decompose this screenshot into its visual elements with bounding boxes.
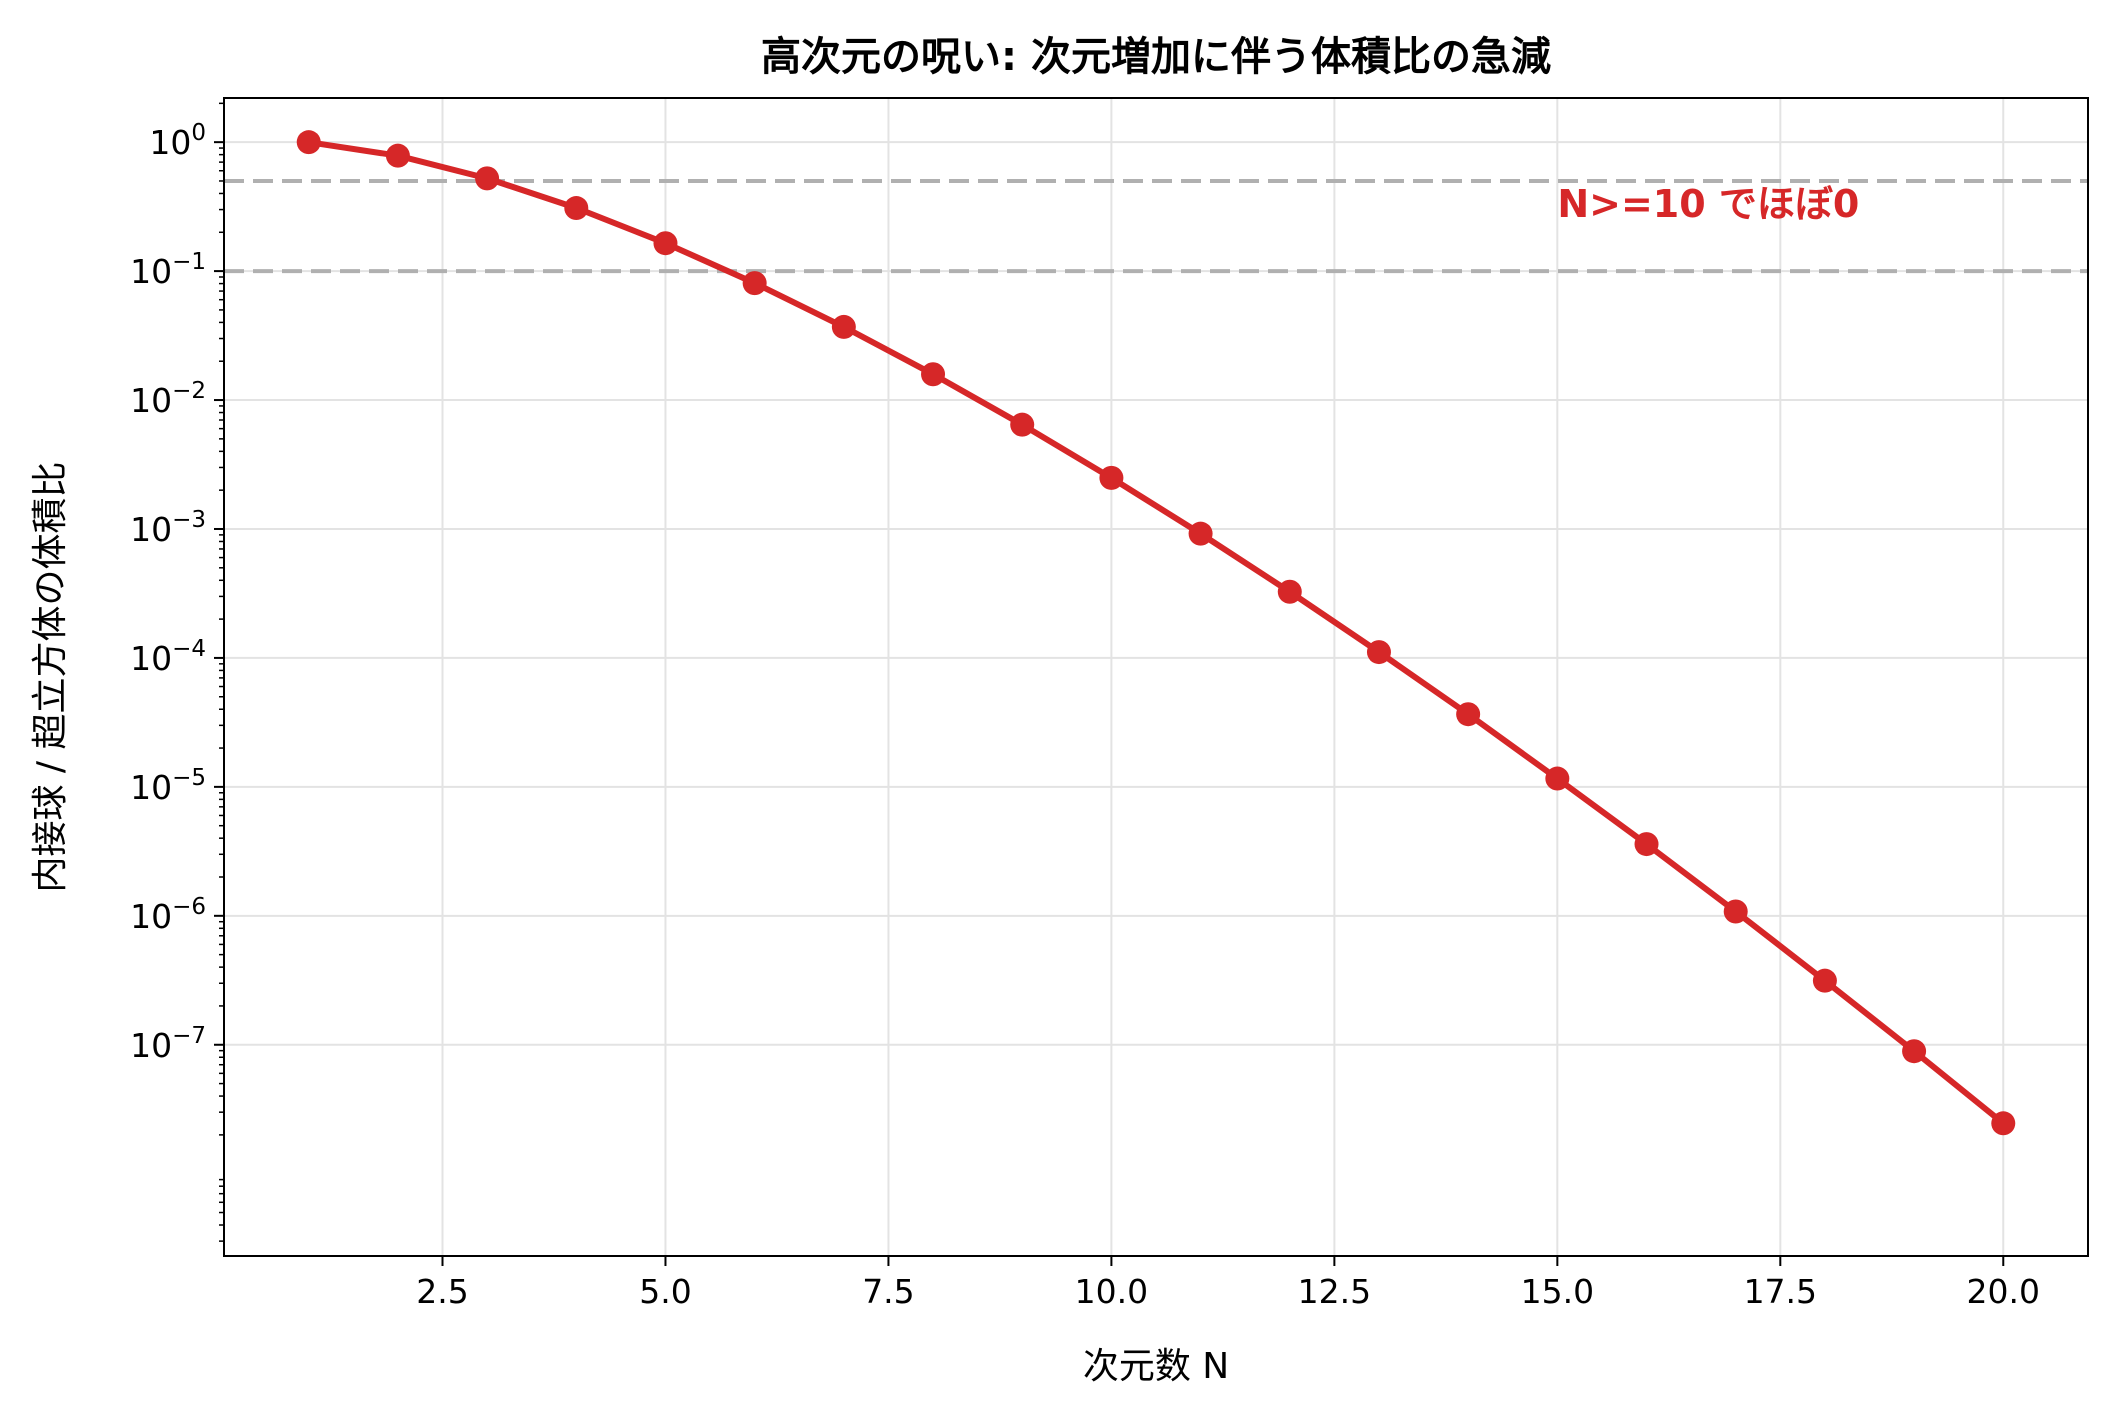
data-point [1723,899,1748,924]
x-tick-label: 12.5 [1298,1272,1371,1311]
data-point [1277,579,1302,604]
y-tick-label: 10−3 [130,507,206,549]
y-tick-label: 10−1 [130,249,206,291]
data-point [1545,766,1570,791]
data-point [1456,702,1481,727]
x-tick-label: 10.0 [1075,1272,1148,1311]
x-axis-label: 次元数 N [1083,1346,1229,1387]
x-tick-label: 7.5 [862,1272,914,1311]
data-point [385,143,410,168]
data-point [296,130,321,155]
data-point [1010,412,1035,437]
y-tick-label: 10−2 [130,378,206,420]
data-point [1902,1039,1927,1064]
data-point [921,362,946,387]
x-tick-label: 15.0 [1521,1272,1594,1311]
x-axis: 2.5 5.0 7.5 10.0 12.5 15.0 17.5 20.0 [416,1256,2040,1311]
data-point [1099,465,1124,490]
data-point [1812,968,1837,993]
y-axis: 100 10−1 10−2 10−3 10−4 10−5 10−6 10−7 [130,102,224,1242]
series-line [308,139,2006,1126]
y-axis-label: 内接球 / 超立方体の体積比 [30,461,71,892]
y-tick-label: 10−4 [130,636,206,678]
chart-title: 高次元の呪い: 次元増加に伴う体積比の急減 [761,34,1551,80]
annotation-label: N>=10 でほぼ0 [1557,182,1859,226]
y-tick-label: 10−7 [130,1023,206,1065]
x-tick-label: 17.5 [1744,1272,1817,1311]
series-group [296,130,2016,1136]
x-tick-label: 5.0 [639,1272,691,1311]
x-tick-label: 20.0 [1967,1272,2040,1311]
y-tick-label: 100 [149,120,206,162]
data-point [831,314,856,339]
reference-lines [224,178,2088,274]
data-point [1634,832,1659,857]
data-point [1366,640,1391,665]
data-point [475,166,500,191]
y-tick-label: 10−5 [130,765,206,807]
x-tick-label: 2.5 [416,1272,468,1311]
data-point [564,196,589,221]
data-point [1188,521,1213,546]
data-point [653,231,678,256]
plot-frame [223,97,2089,1257]
y-tick-label: 10−6 [130,894,206,936]
data-point [1991,1111,2016,1136]
data-point [742,271,767,296]
